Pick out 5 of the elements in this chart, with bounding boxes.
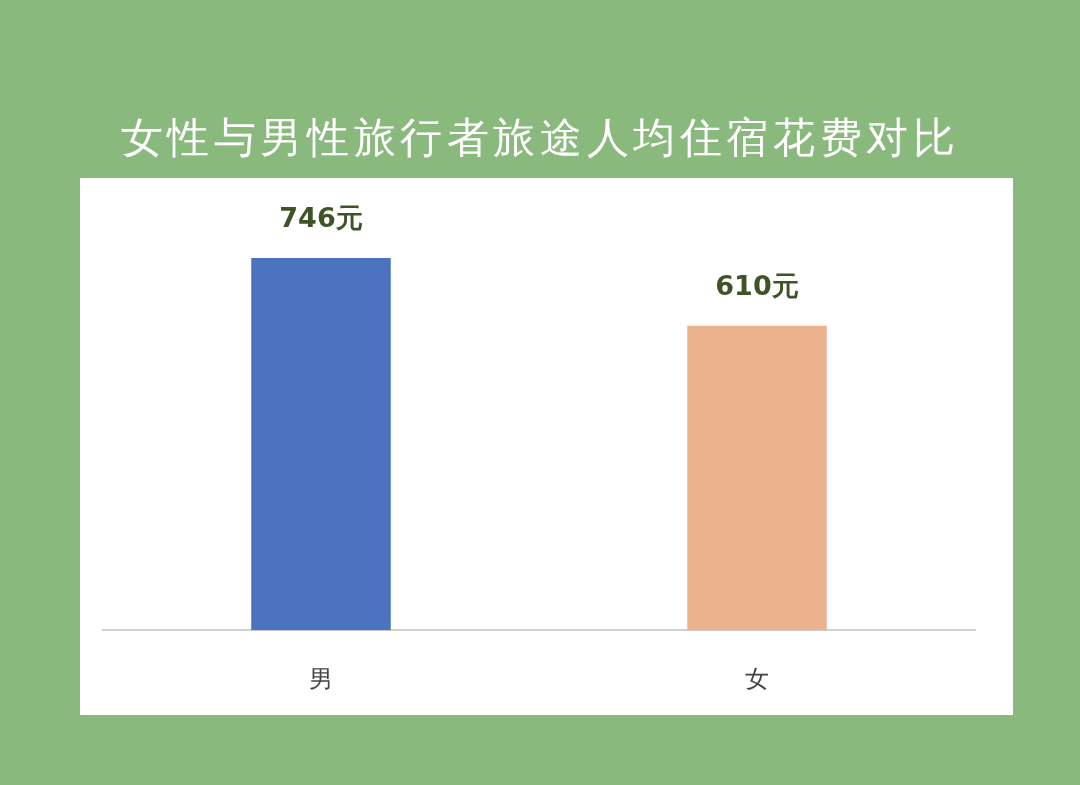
data-label: 746元	[279, 201, 363, 233]
x-tick-label: 女	[745, 664, 769, 693]
x-tick-label: 男	[309, 664, 333, 693]
chart-title: 女性与男性旅行者旅途人均住宿花费对比	[119, 112, 961, 164]
data-label: 610元	[715, 269, 799, 301]
